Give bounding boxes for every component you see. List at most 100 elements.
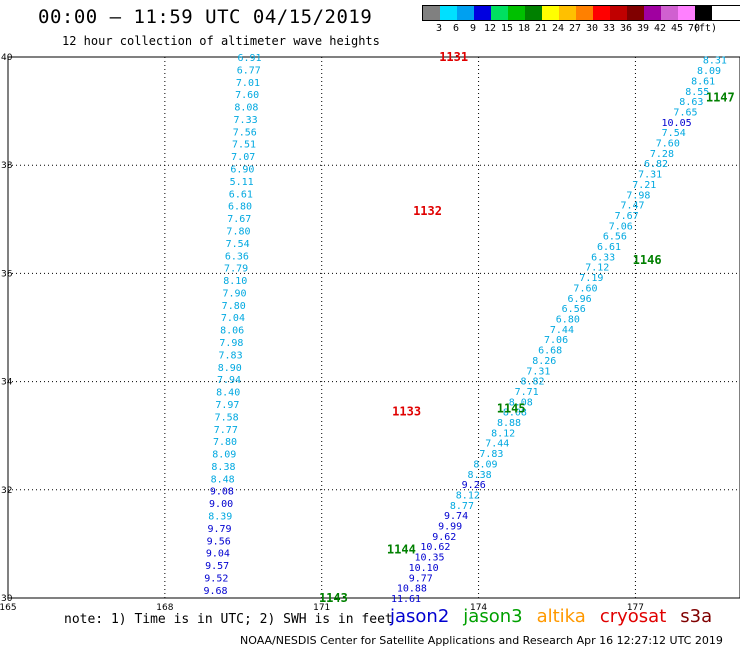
wave-height-value: 9.56 [207, 536, 231, 547]
x-tick-label: 177 [627, 603, 644, 613]
pass-number-label: 1146 [633, 253, 662, 267]
wave-height-value: 9.08 [210, 487, 234, 498]
wave-height-value: 10.62 [420, 542, 450, 553]
wave-height-value: 6.56 [603, 232, 627, 243]
y-tick-label: 34 [1, 378, 13, 388]
wave-height-value: 6.61 [229, 189, 253, 200]
legend-label: 15 [500, 23, 514, 34]
legend-swatch [593, 6, 610, 20]
legend-swatch [610, 6, 627, 20]
wave-height-value: 7.94 [217, 375, 241, 386]
wave-height-value: 7.60 [573, 283, 597, 294]
legend-label: 45 [670, 23, 684, 34]
x-tick-label: 165 [0, 603, 17, 613]
wave-height-value: 7.83 [219, 350, 243, 361]
legend-swatch [661, 6, 678, 20]
note-text: note: 1) Time is in UTC; 2) SWH is in fe… [64, 612, 393, 627]
wave-height-value: 8.55 [685, 87, 709, 98]
wave-height-value: 8.26 [532, 356, 556, 367]
pass-number-label: 1133 [392, 404, 421, 418]
legend-label: 21 [534, 23, 548, 34]
wave-height-value: 7.80 [213, 437, 237, 448]
wave-height-value: 7.67 [615, 211, 639, 222]
wave-height-value: 8.06 [220, 326, 244, 337]
wave-height-value: 10.05 [662, 118, 692, 129]
wave-height-value: 7.80 [226, 226, 250, 237]
wave-height-value: 7.54 [226, 239, 250, 250]
wave-height-value: 7.33 [234, 115, 258, 126]
wave-height-value: 7.60 [235, 90, 259, 101]
wave-height-value: 7.71 [515, 387, 539, 398]
pass-number-label: 1147 [706, 91, 735, 105]
y-tick-label: 40 [1, 53, 13, 63]
pass-number-label: 1131 [439, 50, 468, 64]
wave-height-value: 7.44 [485, 439, 509, 450]
wave-height-value: 9.52 [204, 573, 228, 584]
wave-height-value: 9.26 [462, 480, 486, 491]
legend-label: 70 [687, 23, 701, 34]
wave-height-value: 7.21 [632, 180, 656, 191]
satellite-jason3: jason3 [463, 606, 523, 627]
wave-height-value: 8.12 [456, 490, 480, 501]
wave-height-value: 7.80 [222, 301, 246, 312]
wave-height-value: 9.04 [206, 549, 230, 560]
legend-label: 9 [469, 23, 477, 34]
wave-height-value: 7.98 [219, 338, 243, 349]
wave-height-value: 7.77 [214, 425, 238, 436]
wave-height-value: 7.51 [232, 140, 256, 151]
wave-height-value: 8.08 [234, 103, 258, 114]
wave-height-value: 6.96 [568, 294, 592, 305]
legend-swatch [678, 6, 695, 20]
legend-swatch [627, 6, 644, 20]
legend-swatch [440, 6, 457, 20]
wave-height-value: 8.38 [211, 462, 235, 473]
satellite-s3a: s3a [680, 606, 713, 627]
wave-height-value: 6.36 [225, 251, 249, 262]
legend-swatch [508, 6, 525, 20]
y-tick-label: 38 [1, 161, 13, 171]
wave-height-value: 7.44 [550, 325, 574, 336]
y-tick-label: 36 [1, 269, 13, 279]
legend-swatch [576, 6, 593, 20]
wave-height-value: 7.65 [673, 107, 697, 118]
wave-height-value: 9.62 [432, 532, 456, 543]
legend-label: 24 [551, 23, 565, 34]
wave-height-value: 7.60 [656, 139, 680, 150]
wave-height-value: 7.19 [579, 273, 603, 284]
legend-label: 27 [568, 23, 582, 34]
legend-swatch [474, 6, 491, 20]
legend-label: 3 [435, 23, 443, 34]
wave-height-value: 8.90 [218, 363, 242, 374]
wave-height-value: 8.31 [703, 56, 727, 67]
pass-number-label: 1132 [413, 204, 442, 218]
legend-swatch [542, 6, 559, 20]
wave-height-value: 9.99 [438, 522, 462, 533]
page-subtitle: 12 hour collection of altimeter wave hei… [62, 34, 380, 48]
legend-swatch [695, 6, 712, 20]
wave-height-value: 8.82 [520, 377, 544, 388]
legend-label: 12 [483, 23, 497, 34]
wave-height-value: 8.08 [509, 397, 533, 408]
wave-height-value: 8.88 [497, 418, 521, 429]
wave-height-value: 7.83 [479, 449, 503, 460]
legend-swatch [559, 6, 576, 20]
legend-label: 18 [517, 23, 531, 34]
wave-height-value: 6.91 [237, 53, 261, 64]
wave-height-value: 8.10 [223, 276, 247, 287]
wave-height-value: 8.40 [216, 388, 240, 399]
wave-height-value: 9.74 [444, 511, 468, 522]
wave-height-value: 8.08 [503, 408, 527, 419]
wave-height-value: 7.56 [233, 127, 257, 138]
wave-height-value: 6.68 [538, 346, 562, 357]
wave-height-value: 6.33 [591, 252, 615, 263]
wave-height-value: 10.35 [414, 553, 444, 564]
wave-height-value: 7.67 [227, 214, 251, 225]
wave-height-value: 6.90 [230, 165, 254, 176]
legend-label: 6 [452, 23, 460, 34]
pass-number-label: 1144 [387, 542, 416, 556]
wave-height-value: 9.57 [205, 561, 229, 572]
wave-height-value: 10.88 [397, 584, 427, 595]
footer-credit: NOAA/NESDIS Center for Satellite Applica… [240, 634, 723, 647]
legend-label: 30 [585, 23, 599, 34]
color-scale-legend: 3 6 9 12 15 18 21 24 27 30 33 36 39 42 45 70 (ft) [422, 5, 740, 35]
